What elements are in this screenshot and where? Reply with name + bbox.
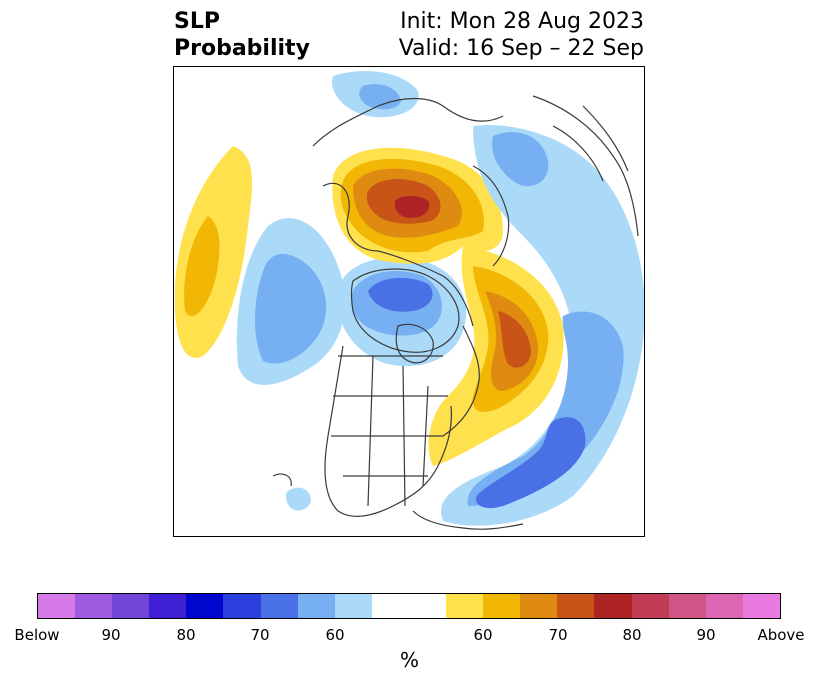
colorbar-tick-label: 80 [622,626,642,644]
colorbar-ticks: Below 90 80 70 60 60 70 80 90 Above [0,626,819,648]
colorbar-swatch [705,594,743,618]
colorbar-swatch [223,594,261,618]
colorbar-swatch [371,594,409,618]
colorbar-tick-label: 60 [473,626,493,644]
colorbar-swatch [483,594,521,618]
colorbar-tick-label: 70 [548,626,568,644]
colorbar-tick-label: Above [757,626,805,644]
below-area-east-mid [467,311,624,506]
map-title: SLP Probability [174,8,310,62]
init-date: Init: Mon 28 Aug 2023 [400,9,644,34]
colorbar-swatch [408,594,447,618]
below-area-west-mid [254,254,327,364]
above-area-europe-max [394,195,430,218]
colorbar-swatch [149,594,187,618]
coastlines [272,95,639,530]
below-area-siberia [492,132,549,187]
colorbar-swatch [446,594,484,618]
colorbar-tick-label: 90 [101,626,121,644]
probability-map [173,66,645,537]
above-area-west-mid [184,216,220,317]
colorbar-tick-label: 70 [250,626,270,644]
colorbar-swatch [557,594,595,618]
title-line-1: SLP [174,9,220,34]
colorbar-swatch [594,594,632,618]
colorbar-swatch [297,594,335,618]
below-area-east-strong [475,417,586,509]
title-line-2: Probability [174,36,310,61]
valid-period: Valid: 16 Sep – 22 Sep [398,36,644,61]
colorbar-swatch [334,594,372,618]
colorbar-swatch [38,594,76,618]
colorbar-tick-label: 80 [176,626,196,644]
colorbar-label: % [399,648,419,672]
colorbar-tick-label: 60 [325,626,345,644]
forecast-dates: Init: Mon 28 Aug 2023 Valid: 16 Sep – 22… [399,8,644,62]
colorbar-tick-label: Below [14,626,60,644]
colorbar-swatch [742,594,780,618]
colorbar [37,593,781,619]
colorbar-swatch [260,594,298,618]
colorbar-swatch [520,594,558,618]
colorbar-swatch [631,594,669,618]
colorbar-swatch [75,594,113,618]
below-area-north-mid [359,84,401,110]
colorbar-tick-label: 90 [696,626,716,644]
above-area-atlantic-max [498,311,531,368]
below-area-arctic-strong [368,277,433,312]
colorbar-swatch [668,594,706,618]
colorbar-swatch [186,594,224,618]
below-area-south [285,487,311,511]
colorbar-swatch [112,594,150,618]
